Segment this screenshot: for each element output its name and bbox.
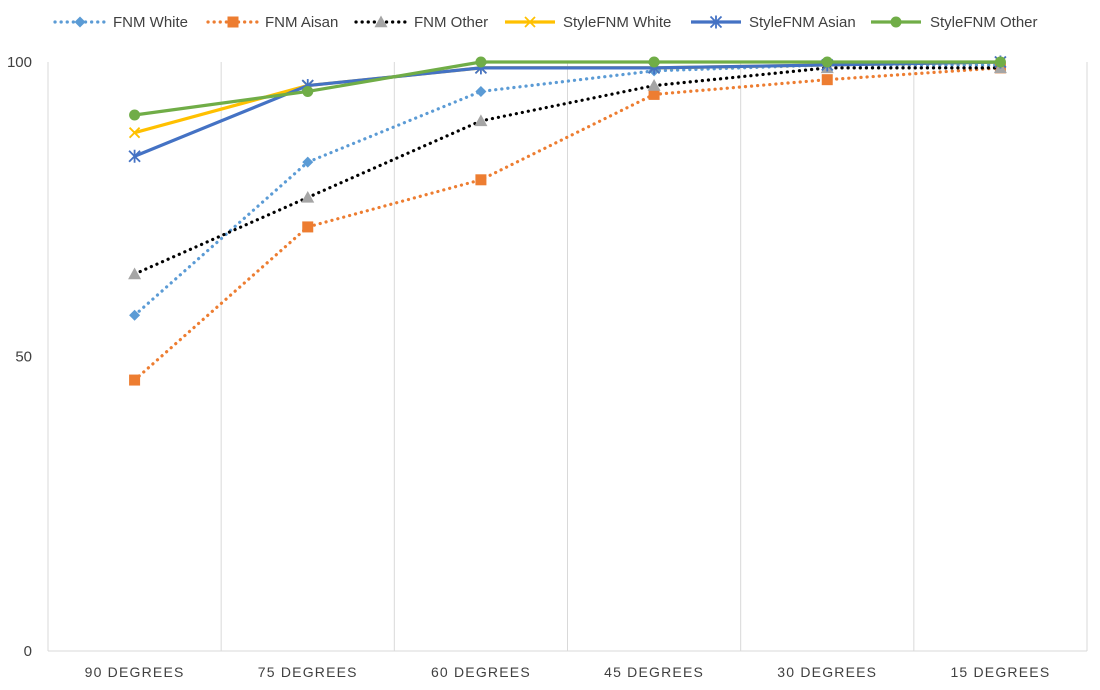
x-tick-label: 45 DEGREES — [604, 664, 704, 680]
grid-lines — [47, 62, 1088, 651]
x-tick-label: 75 DEGREES — [258, 664, 358, 680]
x-tick-label: 60 DEGREES — [431, 664, 531, 680]
data-point — [648, 56, 660, 68]
x-tick-label: 30 DEGREES — [777, 664, 877, 680]
data-point — [302, 156, 314, 168]
legend-marker — [709, 15, 723, 29]
legend-label: StyleFNM Asian — [749, 14, 856, 31]
series-layer — [128, 55, 1007, 386]
marker-stroke — [524, 16, 536, 28]
series-line — [132, 63, 1003, 317]
data-point — [821, 74, 833, 86]
legend-marker — [890, 16, 902, 28]
series-stylefnm-other — [129, 56, 1006, 121]
data-point — [475, 85, 487, 97]
series-line — [133, 60, 1001, 158]
data-point — [129, 109, 141, 121]
legend-item: StyleFNM Asian — [691, 14, 856, 31]
data-point — [648, 88, 660, 100]
legend-label: FNM White — [113, 14, 188, 31]
x-tick-label: 90 DEGREES — [85, 664, 185, 680]
legend-label: FNM Aisan — [265, 14, 338, 31]
legend-marker — [524, 16, 536, 28]
data-point — [128, 127, 141, 139]
x-tick-label: 15 DEGREES — [950, 664, 1050, 680]
y-tick-label: 50 — [15, 349, 32, 366]
data-point — [647, 79, 661, 91]
marker-stroke — [128, 127, 141, 139]
legend-item: StyleFNM Other — [871, 14, 1038, 31]
legend-marker — [227, 16, 239, 28]
data-point — [129, 374, 141, 386]
legend: FNM White FNM Aisan FNM Other StyleFNM Whit… — [53, 14, 1038, 31]
data-point — [302, 221, 314, 233]
data-point — [302, 85, 314, 97]
legend-marker — [74, 16, 86, 28]
data-point — [475, 56, 487, 68]
legend-marker — [374, 15, 388, 28]
legend-item: FNM Aisan — [206, 14, 338, 31]
series-line — [132, 66, 1003, 382]
legend-label: FNM Other — [414, 14, 488, 31]
data-point — [475, 174, 487, 186]
legend-label: StyleFNM White — [563, 14, 671, 31]
legend-label: StyleFNM Other — [930, 14, 1038, 31]
series-line — [134, 60, 1001, 117]
series-line — [132, 66, 1003, 276]
y-tick-label: 0 — [24, 643, 32, 660]
axes: 0 50 100 90 DEGREES 75 DEGREES 60 DEGREES 45 D… — [7, 54, 1087, 680]
data-point — [821, 56, 833, 68]
legend-item: StyleFNM White — [505, 14, 671, 31]
data-point — [129, 309, 141, 321]
y-tick-label: 100 — [7, 54, 32, 71]
data-point — [128, 149, 141, 163]
data-point — [474, 114, 488, 127]
legend-item: FNM White — [53, 14, 188, 31]
data-point — [301, 190, 315, 203]
data-point — [994, 56, 1006, 68]
data-point — [128, 267, 142, 280]
legend-item: FNM Other — [354, 14, 488, 31]
